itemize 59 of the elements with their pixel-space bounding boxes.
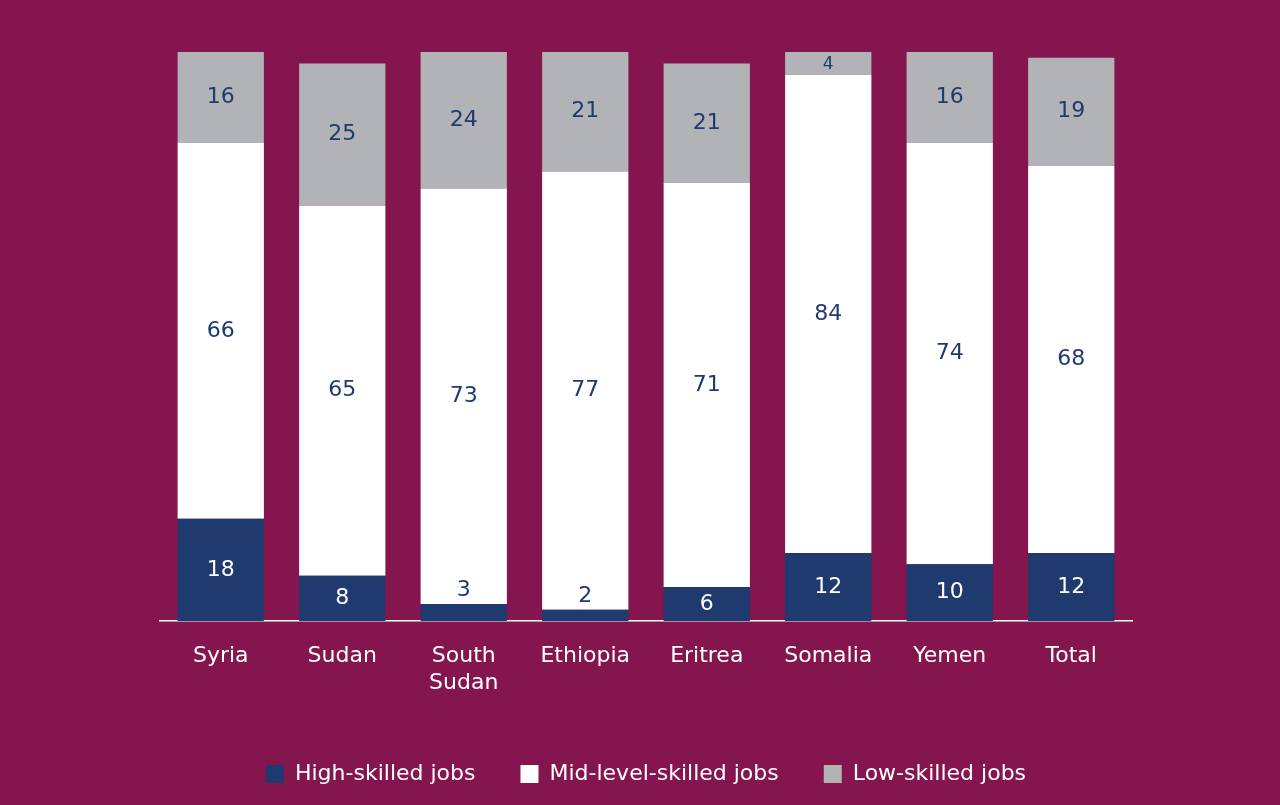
data-label: 68 [1057,345,1086,371]
data-label: 12 [1057,572,1086,598]
bar [1028,552,1115,622]
data-label: 4 [822,52,834,73]
x-tick-label: Somalia [784,642,873,668]
x-tick-label: Yemen [912,642,987,668]
data-label: 3 [456,575,471,601]
data-label: 84 [814,299,843,325]
data-label: 18 [206,555,235,581]
bar [542,171,629,610]
data-label: 12 [814,572,843,598]
bar [663,587,750,622]
bar [663,182,750,588]
x-tick-label: South Sudan [429,642,499,694]
data-label: 74 [935,339,964,365]
bar [299,205,386,576]
data-label: 73 [449,382,478,408]
data-label: 21 [571,97,600,123]
data-label: 71 [692,370,721,396]
bar [785,74,872,553]
x-tick-label: Syria [192,642,249,668]
bar [906,52,993,144]
bar [906,564,993,622]
data-label: 25 [328,120,357,146]
bar [299,63,386,206]
legend-label: Mid-level-skilled jobs [549,759,779,785]
data-label: 16 [935,83,964,109]
bar [177,52,264,144]
x-tick-label: Total [1044,642,1097,668]
bar [542,52,629,172]
data-label: 21 [692,108,721,134]
bar [542,609,629,622]
bar [420,52,507,189]
data-label: 2 [578,581,593,607]
legend-label: High-skilled jobs [294,759,476,785]
bar [785,552,872,622]
bar [785,52,872,75]
legend-label: Low-skilled jobs [852,759,1027,785]
data-label: 65 [328,376,357,402]
bar [420,604,507,622]
bar [906,143,993,565]
bar [1028,57,1115,166]
bar [299,575,386,622]
x-tick-label: Ethiopia [540,642,631,668]
data-label: 24 [449,106,478,132]
data-label: 77 [571,376,600,402]
bar [420,188,507,605]
data-label: 10 [935,578,964,604]
data-label: 8 [335,584,350,610]
data-label: 16 [206,83,235,109]
bar [663,63,750,183]
data-label: 66 [206,316,235,342]
bar [177,143,264,519]
data-label: 19 [1057,97,1086,123]
x-tick-label: Sudan [307,642,377,668]
bar [177,518,264,622]
x-tick-label: Eritrea [670,642,744,668]
bar [1028,165,1115,553]
data-label: 6 [699,589,714,615]
